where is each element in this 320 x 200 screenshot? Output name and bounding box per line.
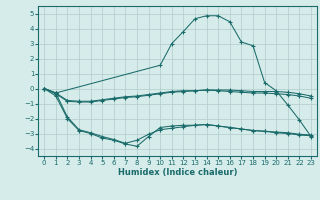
X-axis label: Humidex (Indice chaleur): Humidex (Indice chaleur) xyxy=(118,168,237,177)
